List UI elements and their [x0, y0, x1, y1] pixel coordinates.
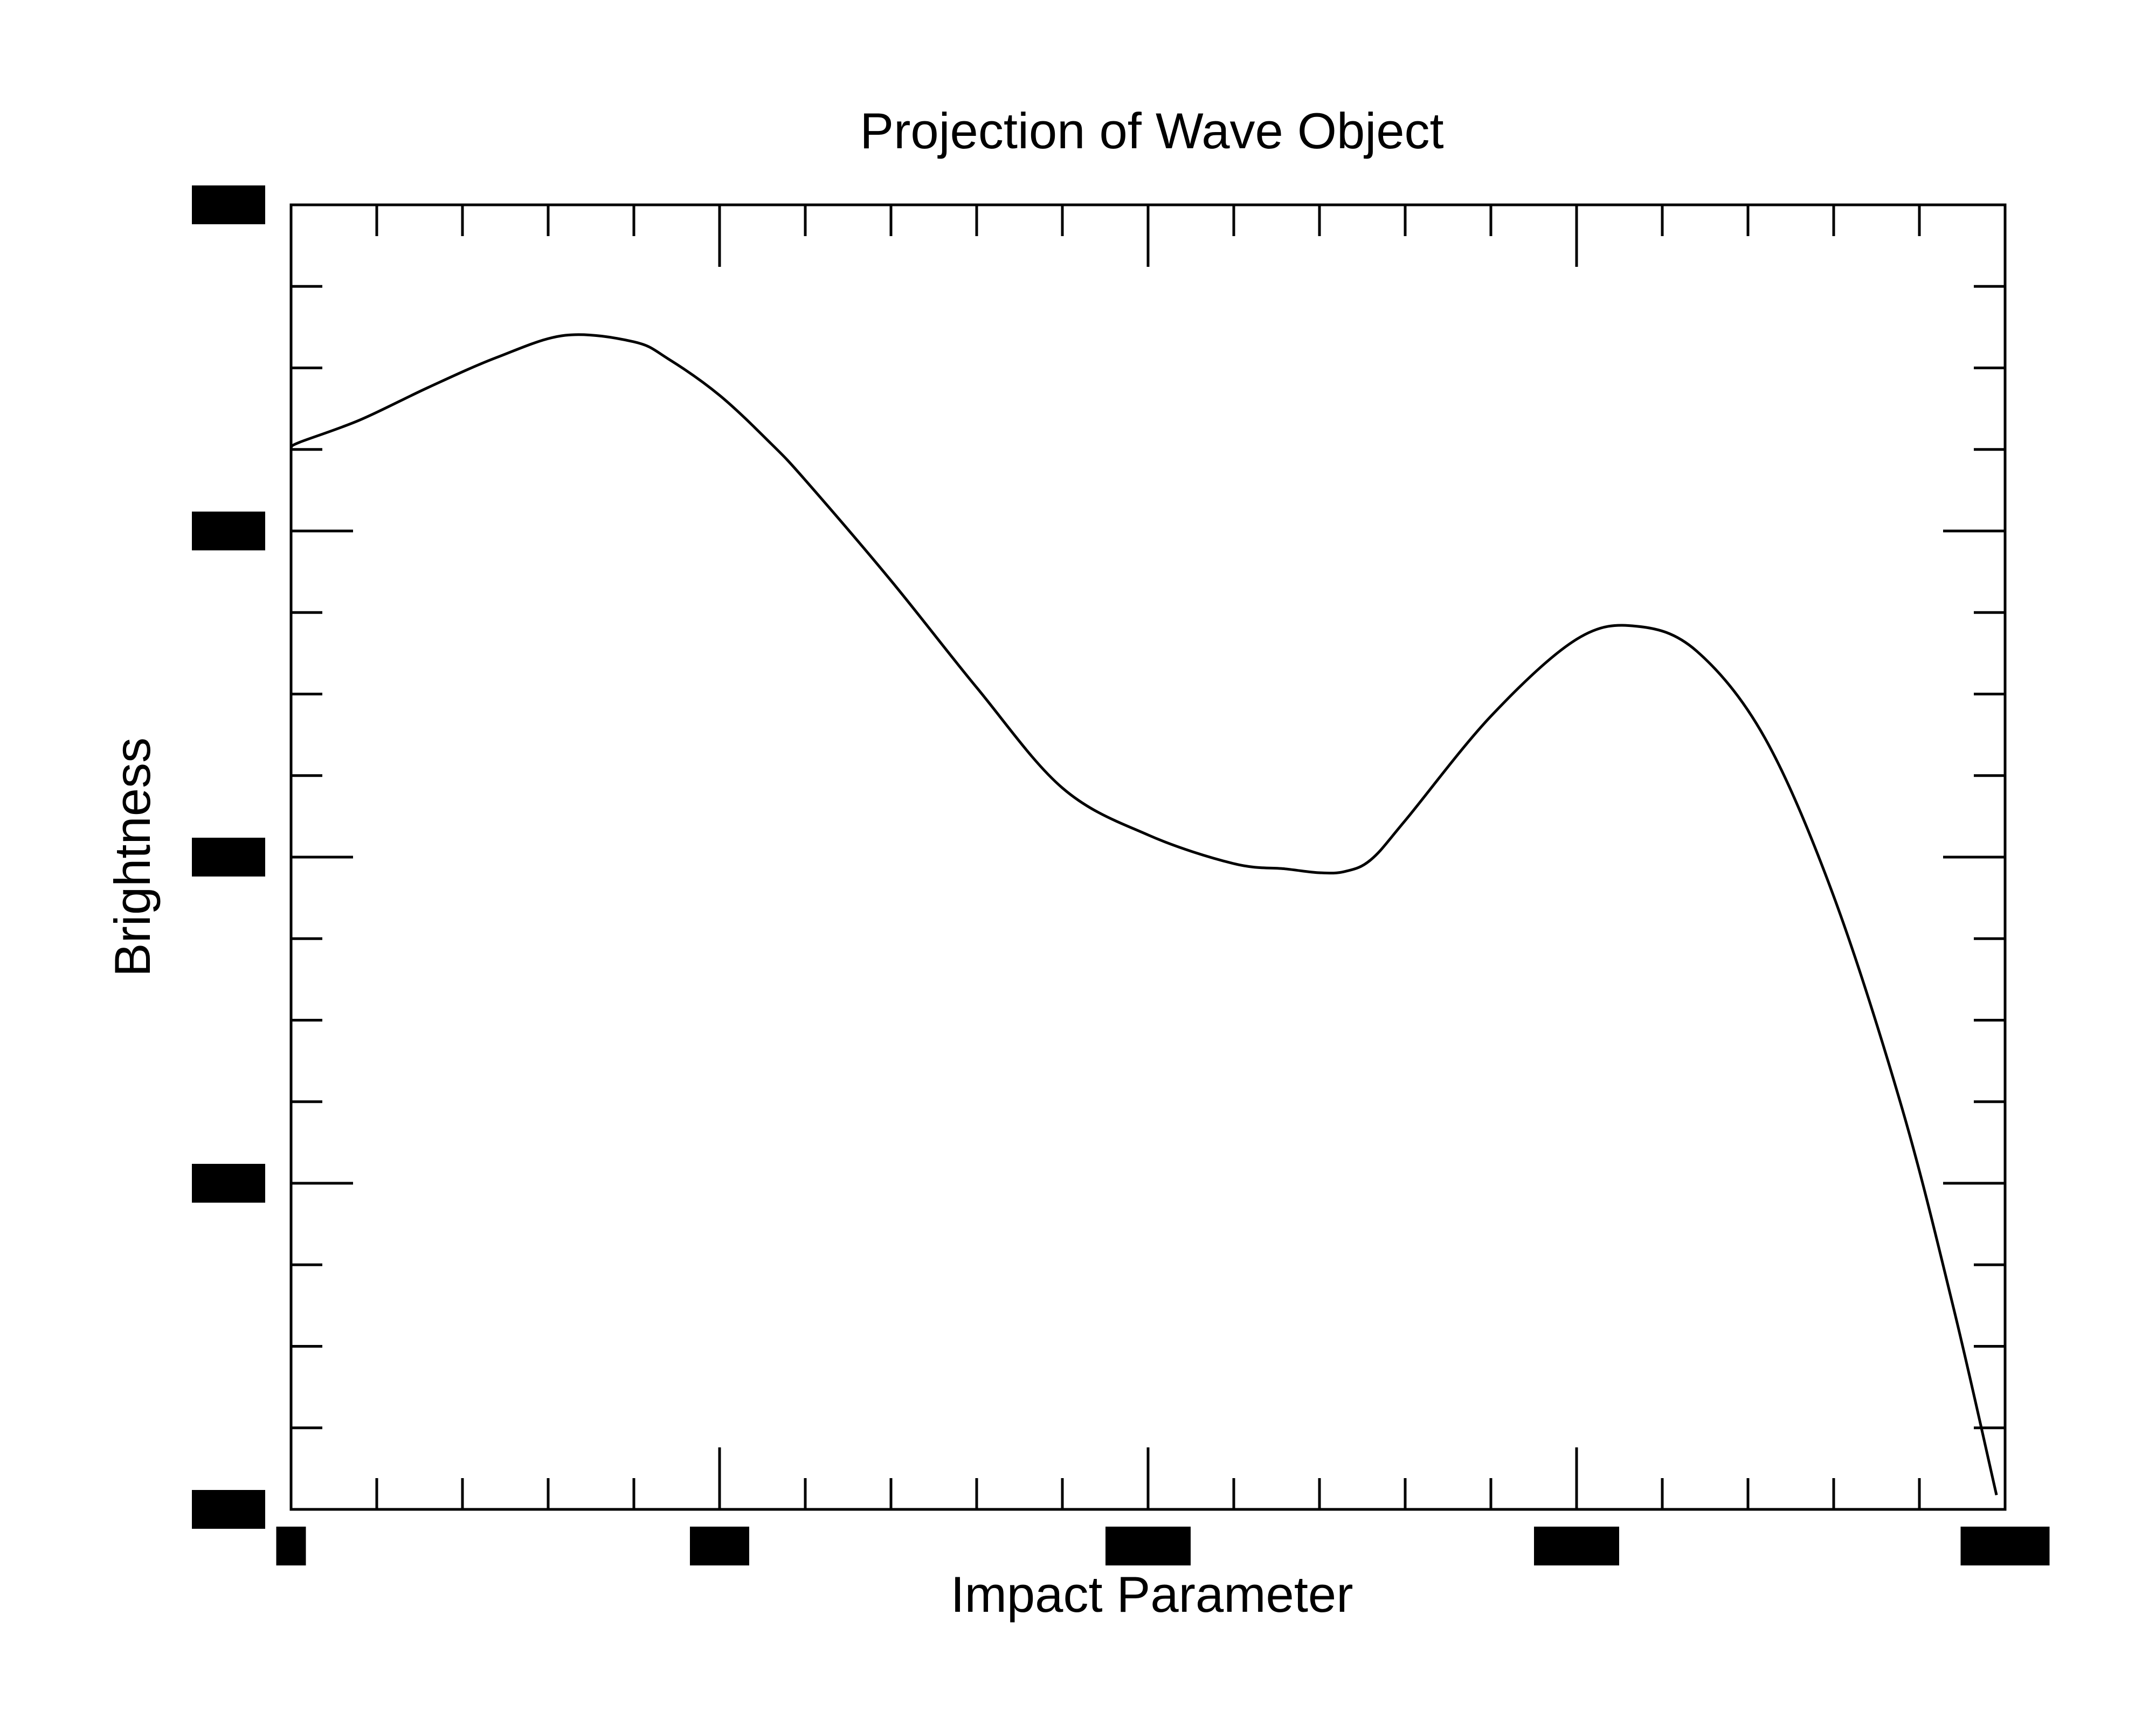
y-tick-label-redacted	[192, 1490, 265, 1529]
plot-frame	[289, 203, 2007, 1511]
series-line	[290, 333, 1998, 1495]
x-tick-label-redacted	[1105, 1527, 1191, 1565]
y-tick-label-redacted	[192, 512, 265, 550]
y-tick-label-redacted	[192, 838, 265, 877]
y-axis-label: Brightness	[104, 737, 161, 977]
x-axis-label: Impact Parameter	[950, 1566, 1353, 1623]
axis-ticks	[291, 205, 2005, 1509]
chart-title: Projection of Wave Object	[860, 102, 1443, 159]
y-tick-label-redacted	[192, 185, 265, 224]
tick-labels	[192, 185, 2050, 1565]
x-tick-label-redacted	[1534, 1527, 1619, 1565]
x-tick-label-redacted	[690, 1527, 749, 1565]
series-layer	[290, 333, 1998, 1495]
x-tick-label-redacted	[1960, 1527, 2050, 1565]
x-tick-label-redacted	[276, 1527, 306, 1565]
y-tick-label-redacted	[192, 1164, 265, 1203]
